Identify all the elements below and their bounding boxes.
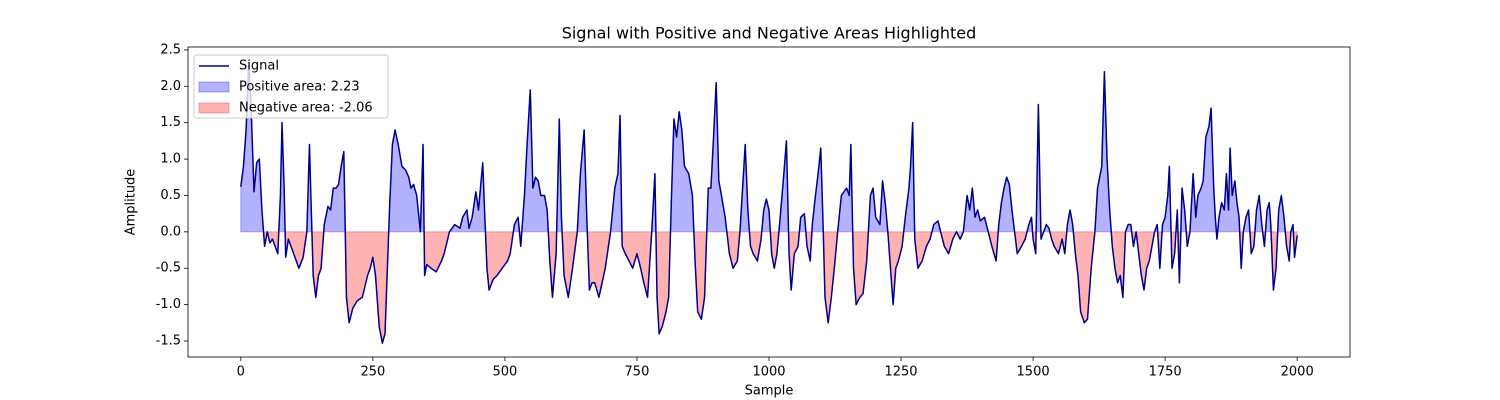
legend-patch: [198, 81, 230, 93]
x-tick-label: 1500: [1017, 365, 1050, 380]
y-axis-label: Amplitude: [124, 169, 139, 236]
legend-patch: [198, 102, 230, 114]
x-tick-label: 2000: [1281, 365, 1314, 380]
y-tick-label: 1.0: [160, 152, 181, 167]
chart-title: Signal with Positive and Negative Areas …: [562, 24, 977, 43]
legend-box: [193, 54, 389, 119]
y-tick-label: 0.5: [160, 188, 181, 203]
x-tick-label: 750: [625, 365, 650, 380]
x-tick-label: 250: [360, 365, 385, 380]
y-tick-label: -1.5: [156, 333, 181, 348]
y-tick-label: 2.5: [160, 42, 181, 57]
signal-line: [240, 61, 1298, 344]
x-tick-label: 1750: [1149, 365, 1182, 380]
legend-label: Negative area: -2.06: [239, 101, 373, 116]
legend-label: Positive area: 2.23: [239, 80, 360, 95]
y-tick-label: 1.5: [160, 115, 181, 130]
x-tick-label: 1250: [884, 365, 917, 380]
x-tick-label: 1000: [752, 365, 785, 380]
y-tick-label: -0.5: [156, 261, 181, 276]
x-axis-label: Sample: [745, 384, 794, 399]
y-tick-label: 2.0: [160, 79, 181, 94]
x-tick-label: 0: [237, 365, 245, 380]
y-tick-label: -1.0: [156, 297, 181, 312]
x-tick-label: 500: [492, 365, 517, 380]
legend-label: Signal: [239, 59, 279, 74]
y-tick-label: 0.0: [160, 224, 181, 239]
